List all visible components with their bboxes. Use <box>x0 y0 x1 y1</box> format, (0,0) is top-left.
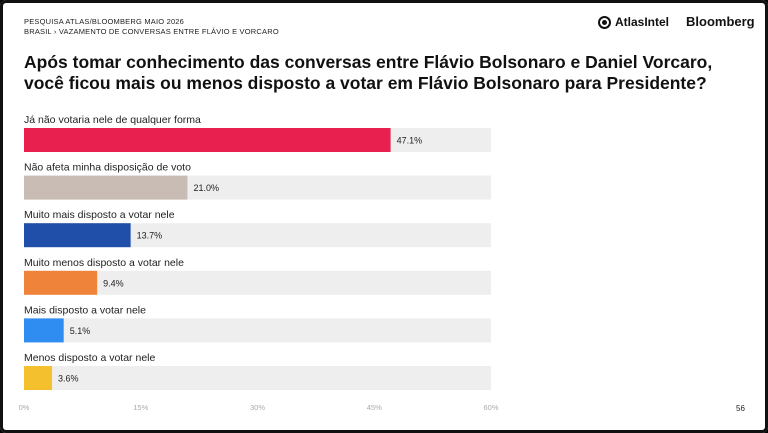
category-label: Não afeta minha disposição de voto <box>24 162 191 174</box>
x-tick-label: 30% <box>250 403 265 412</box>
atlasintel-logo-text: AtlasIntel <box>615 15 670 29</box>
title-line-2: você ficou mais ou menos disposto a vota… <box>24 73 707 93</box>
bar <box>24 318 64 343</box>
bar <box>24 270 98 295</box>
bloomberg-logo: Bloomberg <box>686 14 755 29</box>
category-label: Já não votaria nele de qualquer forma <box>24 114 201 126</box>
category-label: Mais disposto a votar nele <box>24 304 146 316</box>
bar-track <box>24 270 491 295</box>
value-label: 3.6% <box>58 374 79 384</box>
atlas-circle-icon <box>598 15 611 29</box>
x-tick-label: 45% <box>367 403 382 412</box>
page-number: 56 <box>736 404 745 413</box>
bar-track <box>24 318 491 343</box>
bar <box>24 175 188 200</box>
chart-title: Após tomar conhecimento das conversas en… <box>24 52 744 94</box>
value-label: 47.1% <box>397 136 423 146</box>
title-line-1: Após tomar conhecimento das conversas en… <box>24 52 713 72</box>
x-tick-label: 15% <box>133 403 148 412</box>
bar <box>24 366 53 390</box>
value-label: 21.0% <box>193 183 219 193</box>
x-tick-label: 60% <box>483 403 498 412</box>
category-label: Menos disposto a votar nele <box>24 352 155 364</box>
x-tick-label: 0% <box>19 403 30 412</box>
survey-label: PESQUISA ATLAS/BLOOMBERG MAIO 2026 <box>24 17 185 26</box>
category-label: Muito menos disposto a votar nele <box>24 257 184 269</box>
bar <box>24 128 391 152</box>
bar <box>24 223 131 248</box>
category-label: Muito mais disposto a votar nele <box>24 209 175 221</box>
breadcrumb: BRASIL › VAZAMENTO DE CONVERSAS ENTRE FL… <box>24 27 279 36</box>
atlasintel-logo: AtlasIntel <box>598 15 669 29</box>
bar-track <box>24 366 491 390</box>
value-label: 5.1% <box>70 326 91 336</box>
value-label: 13.7% <box>137 231 163 241</box>
value-label: 9.4% <box>103 278 124 288</box>
